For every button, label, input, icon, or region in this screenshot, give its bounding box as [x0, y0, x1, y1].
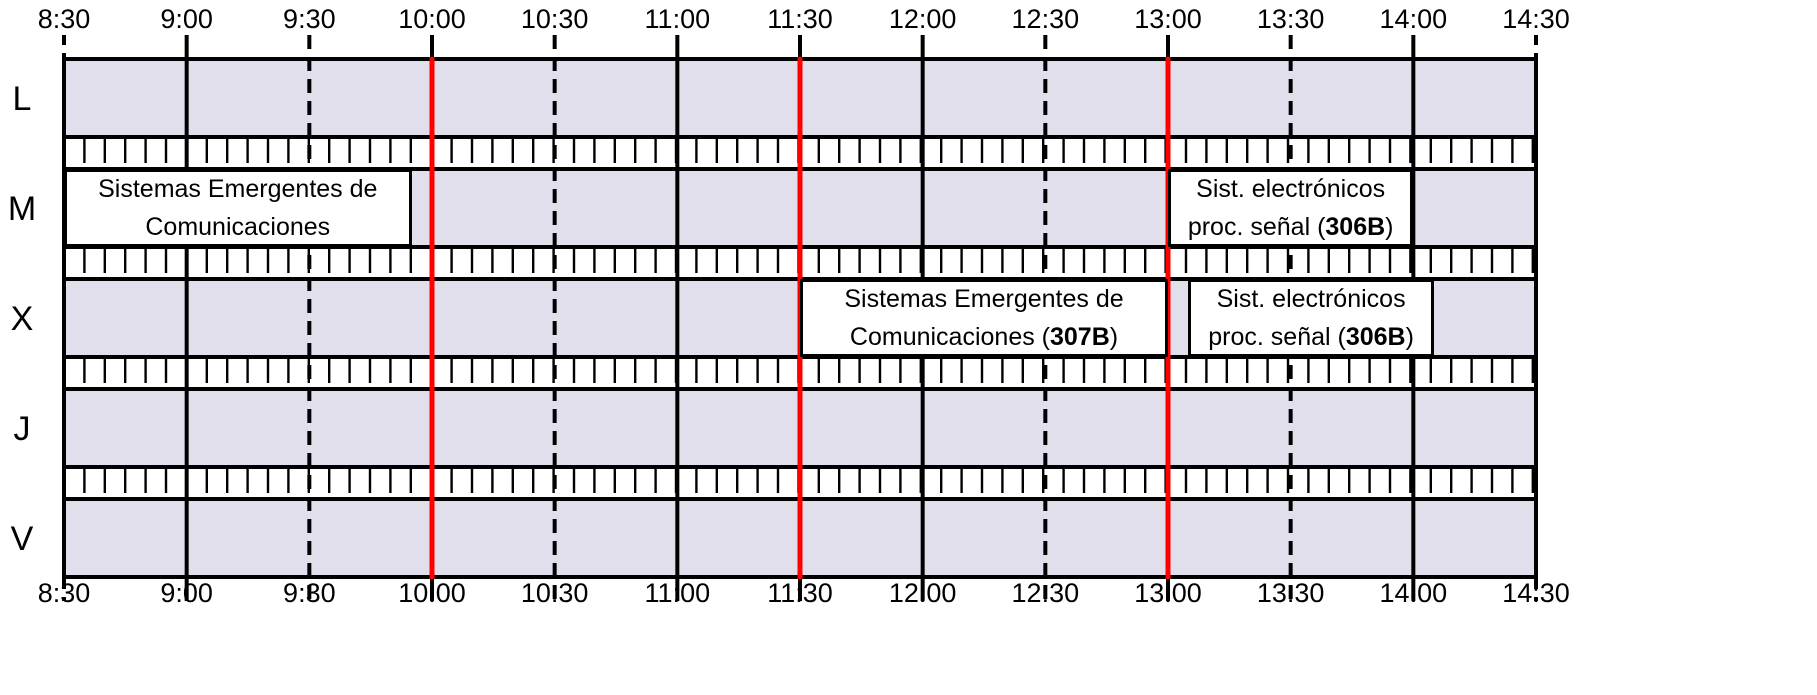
time-label-top: 11:00 — [645, 4, 711, 34]
time-label-bottom: 13:00 — [1134, 578, 1202, 608]
time-label-top: 10:00 — [398, 4, 466, 34]
class-block[interactable]: Sist. electrónicos proc. señal (306B) — [1188, 279, 1434, 357]
time-label-bottom: 14:30 — [1502, 578, 1570, 608]
time-label-bottom: 12:30 — [1012, 578, 1080, 608]
class-text-line: Comunicaciones (307B) — [850, 318, 1118, 356]
room-close: ) — [1405, 323, 1414, 351]
room-close: ) — [1109, 323, 1119, 351]
time-label-top: 10:30 — [521, 4, 589, 34]
time-label-top: 9:30 — [283, 4, 336, 34]
class-text-line: Sistemas Emergentes de — [844, 280, 1123, 318]
time-label-top: 14:30 — [1502, 4, 1570, 34]
time-label-top: 12:30 — [1012, 4, 1080, 34]
class-text: Comunicaciones — [145, 213, 331, 241]
class-text: Sist. electrónicos — [1216, 285, 1406, 313]
day-label: L — [13, 80, 32, 118]
day-label: M — [8, 190, 36, 228]
time-label-bottom: 13:30 — [1257, 578, 1325, 608]
time-label-bottom: 11:30 — [767, 578, 833, 608]
class-text: Sistemas Emergentes de — [844, 285, 1124, 313]
class-text: proc. señal ( — [1187, 213, 1326, 241]
time-label-bottom: 14:00 — [1380, 578, 1448, 608]
time-label-top: 11:30 — [767, 4, 833, 34]
time-label-bottom: 9:30 — [283, 578, 336, 608]
time-label-top: 12:00 — [889, 4, 957, 34]
time-label-bottom: 10:00 — [398, 578, 466, 608]
time-label-top: 13:00 — [1134, 4, 1202, 34]
class-card[interactable]: Sistemas Emergentes de Comunicaciones (30… — [800, 279, 1168, 357]
time-label-bottom: 11:00 — [645, 578, 711, 608]
class-text: Sistemas Emergentes de — [98, 175, 378, 203]
class-block[interactable]: Sistemas Emergentes de Comunicaciones — [64, 169, 412, 247]
class-text-line: Comunicaciones — [145, 208, 330, 246]
room-close: ) — [1385, 213, 1394, 241]
time-label-bottom: 12:00 — [889, 578, 957, 608]
class-block[interactable]: Sist. electrónicos proc. señal (306B) — [1168, 169, 1414, 247]
class-text-line: Sist. electrónicos — [1217, 280, 1406, 318]
class-text-line: proc. señal (306B) — [1208, 318, 1414, 356]
class-text-line: proc. señal (306B) — [1188, 208, 1394, 246]
time-label-bottom: 9:00 — [160, 578, 213, 608]
class-text: Sist. electrónicos — [1196, 175, 1386, 203]
class-text: proc. señal ( — [1208, 323, 1346, 351]
axis-labels: 8:30 8:30 9:00 9:00 9:30 9:30 10:00 10:00 10:30 1… — [8, 4, 1570, 608]
room-code: 306B — [1325, 213, 1386, 241]
room-code: 307B — [1050, 323, 1110, 351]
time-label-bottom: 8:30 — [38, 578, 91, 608]
class-card[interactable]: Sist. electrónicos proc. señal (306B) — [1188, 279, 1434, 357]
day-label: X — [11, 300, 34, 338]
class-text: Comunicaciones ( — [849, 323, 1050, 351]
class-card[interactable]: Sist. electrónicos proc. señal (306B) — [1168, 169, 1414, 247]
day-label: V — [11, 520, 34, 558]
class-block[interactable]: Sistemas Emergentes de Comunicaciones (30… — [800, 279, 1168, 357]
class-text-line: Sist. electrónicos — [1196, 170, 1385, 208]
time-label-top: 9:00 — [160, 4, 213, 34]
time-label-top: 13:30 — [1257, 4, 1325, 34]
time-label-bottom: 10:30 — [521, 578, 589, 608]
time-label-top: 8:30 — [38, 4, 91, 34]
class-text-line: Sistemas Emergentes de — [98, 170, 377, 208]
day-label: J — [14, 410, 31, 448]
class-blocks: Sistemas Emergentes deComunicacionesSist… — [64, 169, 1434, 357]
class-card[interactable]: Sistemas Emergentes de Comunicaciones — [64, 169, 412, 247]
room-code: 306B — [1345, 323, 1406, 351]
time-label-top: 14:00 — [1380, 4, 1448, 34]
